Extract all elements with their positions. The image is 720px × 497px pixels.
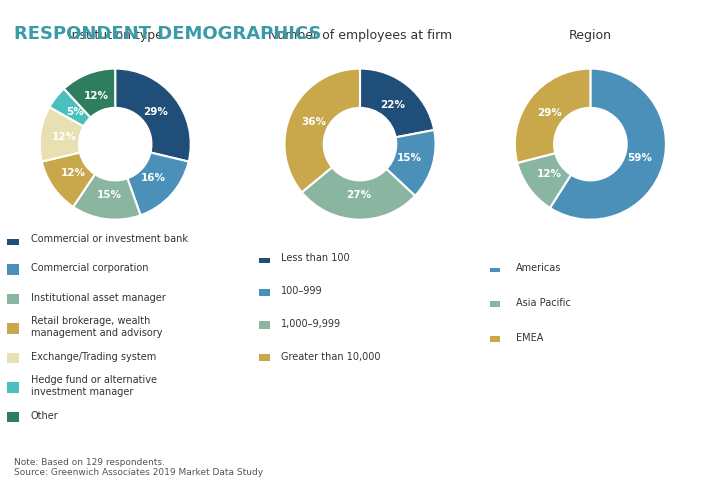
Wedge shape — [127, 153, 189, 215]
Text: Institutional asset manager: Institutional asset manager — [31, 293, 166, 303]
Title: Region: Region — [569, 29, 612, 42]
Wedge shape — [64, 69, 115, 117]
Wedge shape — [387, 130, 436, 196]
Wedge shape — [40, 107, 84, 162]
Wedge shape — [284, 69, 360, 192]
Wedge shape — [73, 174, 140, 220]
Text: Greater than 10,000: Greater than 10,000 — [281, 352, 380, 362]
FancyBboxPatch shape — [7, 353, 19, 363]
FancyBboxPatch shape — [259, 354, 269, 361]
Wedge shape — [50, 88, 91, 126]
Title: Institution type: Institution type — [68, 29, 163, 42]
Text: 27%: 27% — [346, 190, 371, 200]
Text: 5%: 5% — [66, 107, 84, 117]
Text: 12%: 12% — [536, 169, 562, 179]
Wedge shape — [360, 69, 434, 137]
Text: 15%: 15% — [397, 154, 422, 164]
Text: 29%: 29% — [143, 107, 168, 117]
Wedge shape — [42, 153, 95, 207]
FancyBboxPatch shape — [490, 301, 500, 307]
FancyBboxPatch shape — [7, 382, 19, 393]
FancyBboxPatch shape — [490, 266, 500, 272]
FancyBboxPatch shape — [7, 412, 19, 422]
Text: EMEA: EMEA — [516, 333, 543, 343]
Text: Asia Pacific: Asia Pacific — [516, 298, 570, 308]
FancyBboxPatch shape — [259, 256, 269, 263]
Text: 12%: 12% — [60, 168, 86, 178]
Text: Other: Other — [31, 411, 59, 420]
Text: Less than 100: Less than 100 — [281, 253, 349, 263]
Text: Exchange/Trading system: Exchange/Trading system — [31, 352, 156, 362]
FancyBboxPatch shape — [259, 289, 269, 296]
Wedge shape — [302, 167, 415, 220]
Text: Americas: Americas — [516, 263, 561, 273]
Text: Commercial or investment bank: Commercial or investment bank — [31, 234, 188, 244]
Text: Retail brokerage, wealth
management and advisory: Retail brokerage, wealth management and … — [31, 316, 163, 338]
Text: 15%: 15% — [96, 190, 122, 200]
Wedge shape — [115, 69, 191, 162]
Text: 29%: 29% — [537, 108, 562, 118]
Wedge shape — [515, 69, 590, 163]
FancyBboxPatch shape — [259, 322, 269, 329]
Text: 12%: 12% — [84, 91, 109, 101]
Text: 100–999: 100–999 — [281, 286, 323, 296]
Wedge shape — [550, 69, 666, 220]
Text: 36%: 36% — [301, 117, 326, 127]
FancyBboxPatch shape — [7, 323, 19, 333]
Text: RESPONDENT DEMOGRAPHICS: RESPONDENT DEMOGRAPHICS — [14, 25, 322, 43]
Text: 16%: 16% — [141, 173, 166, 183]
FancyBboxPatch shape — [7, 264, 19, 275]
Text: Hedge fund or alternative
investment manager: Hedge fund or alternative investment man… — [31, 375, 157, 397]
Text: 1,000–9,999: 1,000–9,999 — [281, 319, 341, 329]
Text: Commercial corporation: Commercial corporation — [31, 263, 148, 273]
Text: 12%: 12% — [52, 132, 77, 142]
FancyBboxPatch shape — [7, 235, 19, 245]
FancyBboxPatch shape — [7, 294, 19, 304]
Wedge shape — [517, 153, 571, 208]
Title: Number of employees at firm: Number of employees at firm — [268, 29, 452, 42]
Text: 59%: 59% — [627, 154, 652, 164]
FancyBboxPatch shape — [490, 336, 500, 341]
Text: Note: Based on 129 respondents.
Source: Greenwich Associates 2019 Market Data St: Note: Based on 129 respondents. Source: … — [14, 458, 264, 477]
Text: 22%: 22% — [380, 99, 405, 109]
